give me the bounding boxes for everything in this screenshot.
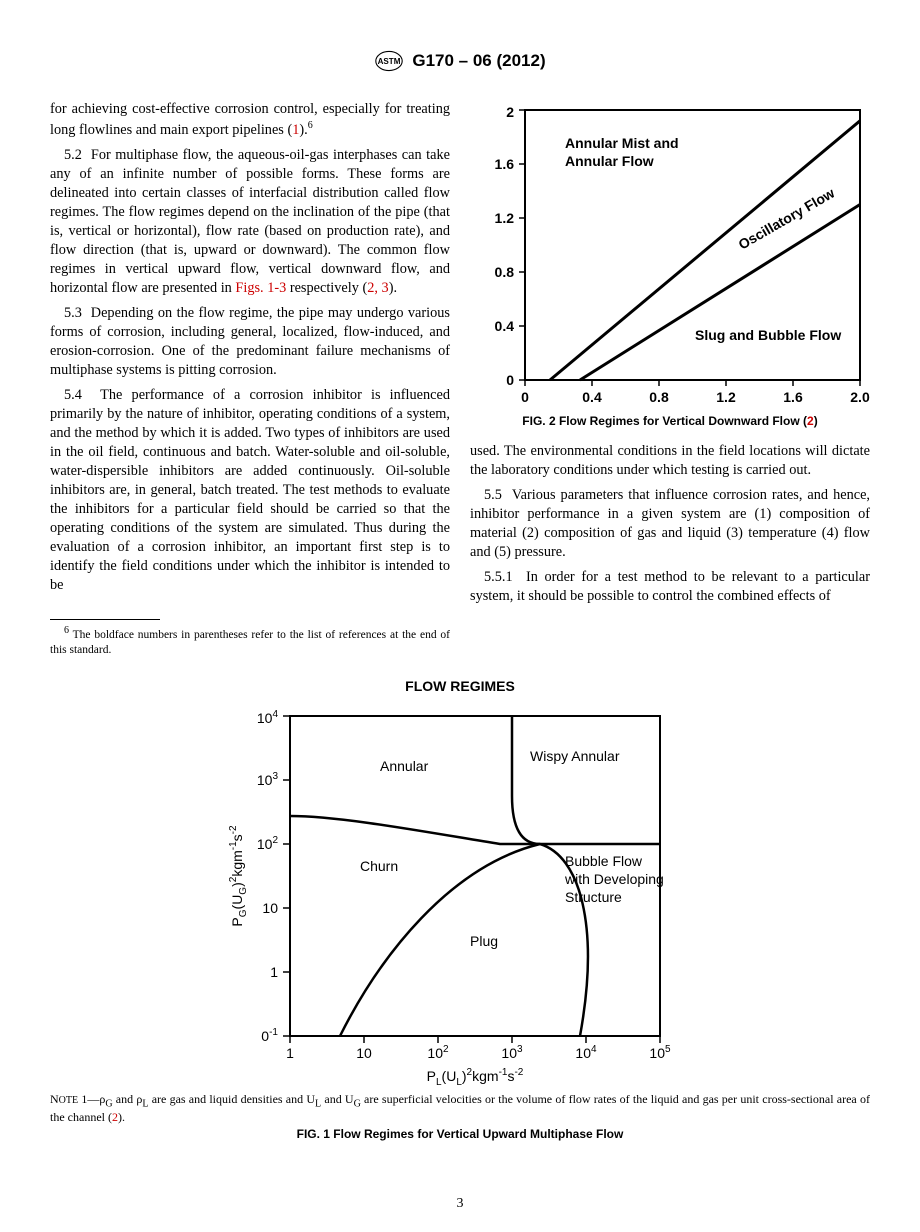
svg-text:1: 1 xyxy=(270,964,278,980)
paragraph-5-4: 5.4 The performance of a corrosion inhib… xyxy=(50,386,450,595)
svg-text:1.2: 1.2 xyxy=(716,389,736,405)
figure-1-caption: FIG. 1 Flow Regimes for Vertical Upward … xyxy=(50,1127,870,1141)
svg-text:0.8: 0.8 xyxy=(495,264,515,280)
svg-text:0: 0 xyxy=(506,372,514,388)
ref-figs-1-3: Figs. 1-3 xyxy=(235,280,286,296)
fig1-x-axis-label: PL(UL)2kgm-1s-2 xyxy=(427,1067,524,1086)
page-header: ASTM G170 – 06 (2012) xyxy=(50,50,870,72)
svg-text:0: 0 xyxy=(521,389,529,405)
figure-2-caption: FIG. 2 Flow Regimes for Vertical Downwar… xyxy=(470,414,870,430)
standard-title: G170 – 06 (2012) xyxy=(412,51,545,71)
figure-1-title: FLOW REGIMES xyxy=(50,678,870,694)
svg-text:0.4: 0.4 xyxy=(495,318,515,334)
svg-text:0.4: 0.4 xyxy=(582,389,602,405)
svg-text:ASTM: ASTM xyxy=(378,57,401,66)
fig2-label-slug: Slug and Bubble Flow xyxy=(695,327,841,343)
paragraph-5-5-1: 5.5.1 In order for a test method to be r… xyxy=(470,568,870,606)
fig1-label-bubble-1: Bubble Flow xyxy=(565,853,643,869)
svg-text:0.8: 0.8 xyxy=(649,389,669,405)
paragraph-5-3: 5.3 Depending on the flow regime, the pi… xyxy=(50,304,450,380)
fig1-label-bubble-3: Structure xyxy=(565,889,622,905)
svg-text:2: 2 xyxy=(506,104,514,120)
fig1-label-churn: Churn xyxy=(360,858,398,874)
right-column: 0 0.4 0.8 1.2 1.6 2.0 0 xyxy=(470,100,870,664)
footnote-rule xyxy=(50,619,160,620)
footnote-6-marker: 6 xyxy=(308,120,313,131)
footnote-6: 6 The boldface numbers in parentheses re… xyxy=(50,624,450,658)
svg-text:10: 10 xyxy=(262,900,278,916)
figure-2-chart: 0 0.4 0.8 1.2 1.6 2.0 0 xyxy=(470,100,870,410)
svg-text:1.6: 1.6 xyxy=(495,156,515,172)
fig1-label-bubble-2: with Developing xyxy=(564,871,664,887)
svg-text:2.0: 2.0 xyxy=(850,389,870,405)
left-column: for achieving cost-effective corrosion c… xyxy=(50,100,450,664)
two-column-layout: for achieving cost-effective corrosion c… xyxy=(50,100,870,664)
fig1-label-plug: Plug xyxy=(470,933,498,949)
fig2-label-annular: Annular Mist and xyxy=(565,135,679,151)
svg-text:1.6: 1.6 xyxy=(783,389,803,405)
ref-2-3: 2, 3 xyxy=(367,280,388,296)
figure-2: 0 0.4 0.8 1.2 1.6 2.0 0 xyxy=(470,100,870,430)
fig2-label-annular-2: Annular Flow xyxy=(565,153,654,169)
fig1-label-annular: Annular xyxy=(380,758,429,774)
svg-text:1: 1 xyxy=(286,1045,294,1061)
svg-text:1.2: 1.2 xyxy=(495,210,515,226)
page-number: 3 xyxy=(0,1196,920,1212)
figure-1: FLOW REGIMES 1 10 102 103 104 105 xyxy=(50,678,870,1140)
figure-1-chart: 1 10 102 103 104 105 0-1 1 10 102 103 10… xyxy=(220,696,700,1086)
figure-1-note: NOTE 1—ρG and ρL are gas and liquid dens… xyxy=(50,1092,870,1124)
svg-text:10: 10 xyxy=(356,1045,372,1061)
paragraph-5-1-cont: for achieving cost-effective corrosion c… xyxy=(50,100,450,140)
astm-logo-icon: ASTM xyxy=(374,50,404,72)
paragraph-5-4-cont: used. The environmental conditions in th… xyxy=(470,442,870,480)
paragraph-5-5: 5.5 Various parameters that influence co… xyxy=(470,486,870,562)
fig1-label-wispy: Wispy Annular xyxy=(530,748,620,764)
paragraph-5-2: 5.2 For multiphase flow, the aqueous-oil… xyxy=(50,146,450,298)
